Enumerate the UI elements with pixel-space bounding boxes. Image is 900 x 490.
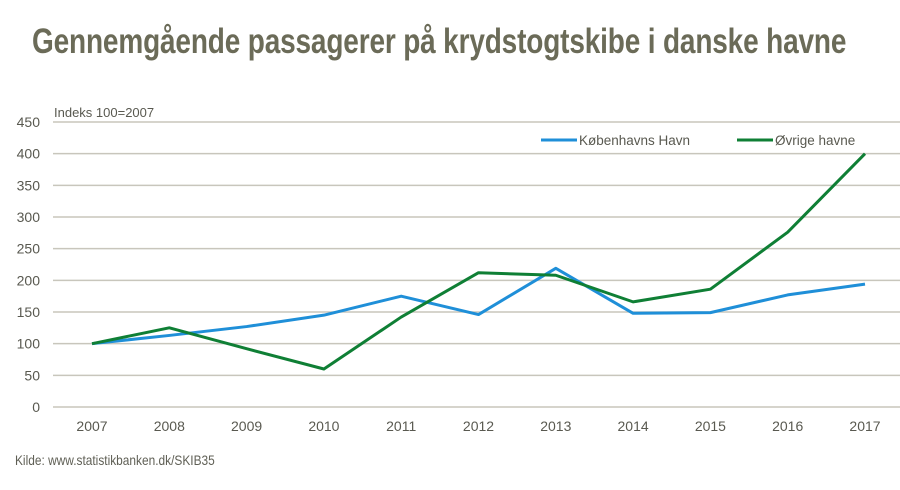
x-tick-label: 2011 xyxy=(386,418,416,434)
x-tick-label: 2008 xyxy=(154,418,185,434)
legend-label: Københavns Havn xyxy=(579,133,690,148)
x-tick-label: 2012 xyxy=(463,418,494,434)
y-tick-label: 450 xyxy=(17,114,41,130)
gridlines xyxy=(53,121,900,408)
legend: Københavns Havn Øvrige havne xyxy=(541,133,855,148)
x-tick-label: 2007 xyxy=(76,418,107,434)
y-tick-label: 400 xyxy=(17,146,41,162)
legend-label: Øvrige havne xyxy=(775,133,855,148)
source-note: Kilde: www.statistikbanken.dk/SKIB35 xyxy=(15,452,215,468)
x-tick-label: 2010 xyxy=(308,418,339,434)
y-tick-label: 100 xyxy=(17,336,41,352)
x-tick-label: 2009 xyxy=(231,418,262,434)
series-lines xyxy=(91,152,867,371)
y-tick-label: 0 xyxy=(32,399,40,415)
x-tick-label: 2014 xyxy=(618,418,649,434)
y-tick-label: 300 xyxy=(17,209,41,225)
chart-title: Gennemgående passagerer på krydstogtskib… xyxy=(32,22,847,61)
y-tick-label: 350 xyxy=(17,177,41,193)
y-tick-label: 50 xyxy=(24,367,40,383)
x-tick-labels: 2007 2008 2009 2010 2011 2012 2013 2014 2015 2016… xyxy=(76,418,880,434)
y-tick-label: 150 xyxy=(17,304,41,320)
y-tick-label: 250 xyxy=(17,241,41,257)
y-tick-labels: 0 50 100 150 200 250 300 350 400 450 xyxy=(17,114,41,415)
y-axis-label: Indeks 100=2007 xyxy=(54,105,154,120)
x-tick-label: 2016 xyxy=(772,418,803,434)
y-tick-label: 200 xyxy=(17,272,41,288)
x-tick-label: 2017 xyxy=(849,418,880,434)
x-tick-label: 2013 xyxy=(540,418,571,434)
x-tick-label: 2015 xyxy=(695,418,726,434)
